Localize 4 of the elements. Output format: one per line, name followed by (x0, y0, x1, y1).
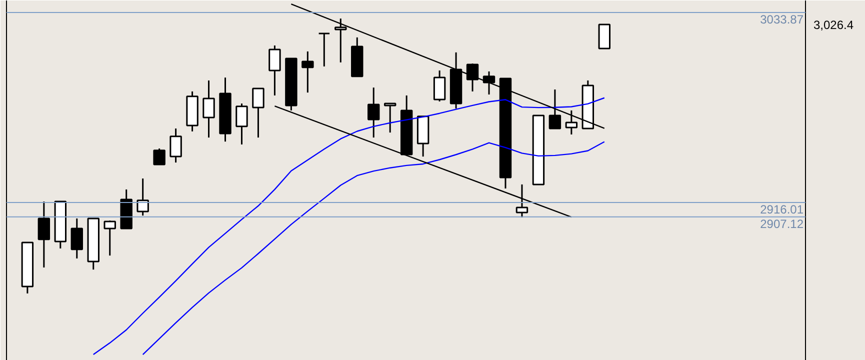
text: 3,026.4 (814, 18, 854, 32)
y-tick-label: 2916.01 (760, 202, 804, 216)
y-tick-label: 3033.87 (760, 12, 804, 26)
y-tick-label: 2907.12 (760, 216, 804, 231)
